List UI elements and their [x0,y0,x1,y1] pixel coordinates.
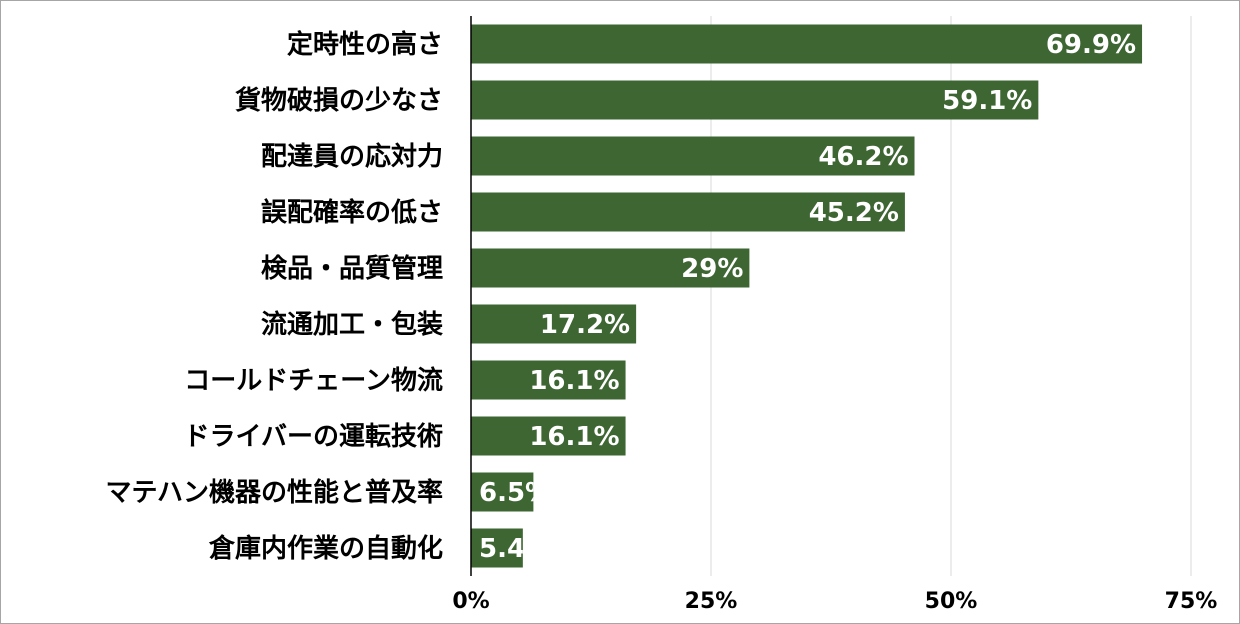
category-label: マテハン機器の性能と普及率 [106,477,443,508]
bar-value-label: 45.2% [809,198,899,228]
bar-value-label: 6.5% [479,478,551,508]
bar [471,80,1039,120]
category-label: 配達員の応対力 [261,141,443,172]
category-label: 貨物破損の少なさ [235,85,443,116]
category-label: コールドチェーン物流 [184,366,443,396]
bar-value-label: 16.1% [529,422,619,452]
bar-value-label: 46.2% [818,142,908,172]
category-label: 誤配確率の低さ [261,197,443,228]
bar [471,472,534,512]
x-tick-label: 50% [925,589,978,614]
x-tick-label: 0% [452,589,489,614]
bar [471,416,626,456]
category-label: ドライバーの運転技術 [184,422,443,452]
bar [471,248,750,288]
bar [471,304,637,344]
value-labels: 69.9% 59.1% 46.2% 45.2% 29% 17.2% 16.1% 16.1% 6.… [479,30,1136,564]
x-axis-ticks: 0% 25% 50% 75% [452,589,1217,614]
category-labels: 定時性の高さ貨物破損の少なさ配達員の応対力誤配確率の低さ検品・品質管理流通加工・… [106,29,443,564]
bar [471,360,626,400]
bar-value-label: 5.4 [479,534,525,564]
bar [471,136,915,176]
bar-value-label: 29% [681,254,743,284]
x-tick-label: 25% [685,589,738,614]
category-label: 検品・品質管理 [261,254,443,284]
bar-value-label: 17.2% [540,310,630,340]
bar-value-label: 16.1% [529,366,619,396]
bars [471,24,1143,568]
bar [471,528,523,568]
bar-value-label: 59.1% [942,86,1032,116]
category-label: 流通加工・包装 [261,309,443,340]
x-tick-label: 75% [1165,589,1218,614]
bar [471,24,1143,64]
bar [471,192,905,232]
category-label: 定時性の高さ [287,29,443,60]
category-label: 倉庫内作業の自動化 [208,533,443,564]
bar-value-label: 69.9% [1046,30,1136,60]
